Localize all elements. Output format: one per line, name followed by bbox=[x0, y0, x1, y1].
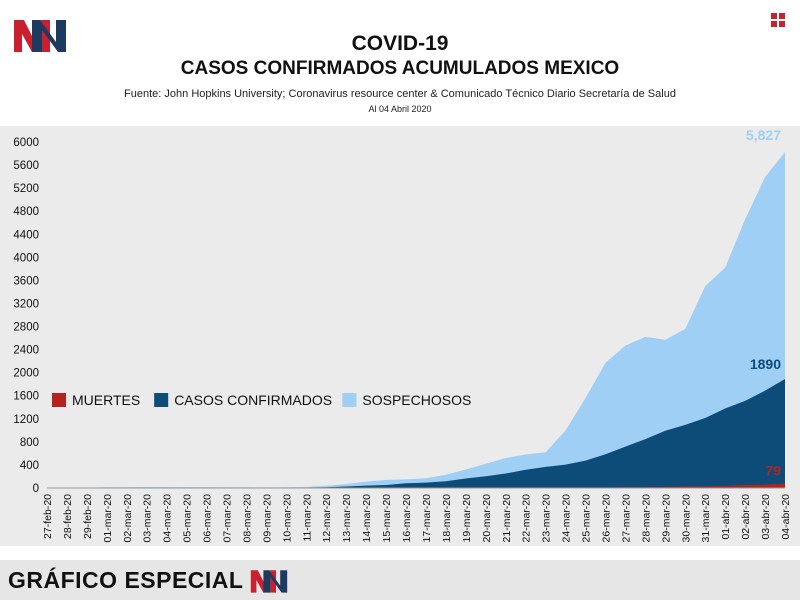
logo-mn bbox=[12, 14, 68, 54]
legend-swatch-casos-confirmados bbox=[154, 393, 169, 407]
value-label: 79 bbox=[765, 462, 781, 478]
x-tick-label: 18-mar-20 bbox=[441, 494, 453, 543]
x-tick-label: 12-mar-20 bbox=[321, 494, 333, 543]
y-tick-label: 1600 bbox=[13, 391, 39, 403]
grid-icon[interactable] bbox=[770, 12, 786, 28]
chart-area: 0 400 800 1200 1600 2000 2400 2800 3200 3600 4000 4… bbox=[0, 126, 800, 546]
chart-title: COVID-19 bbox=[351, 32, 449, 55]
area-casos-confirmados bbox=[47, 379, 785, 488]
x-tick-label: 04-mar-20 bbox=[162, 494, 174, 543]
y-tick-label: 2400 bbox=[13, 345, 39, 357]
y-tick-label: 800 bbox=[20, 437, 39, 449]
y-tick-label: 1200 bbox=[13, 414, 39, 426]
x-tick-label: 20-mar-20 bbox=[481, 494, 493, 543]
legend-label-sospechosos: SOSPECHOSOS bbox=[362, 392, 471, 408]
x-tick-label: 30-mar-20 bbox=[680, 494, 692, 543]
x-tick-label: 13-mar-20 bbox=[341, 494, 353, 543]
y-tick-label: 4400 bbox=[13, 229, 39, 241]
x-tick-label: 10-mar-20 bbox=[281, 494, 293, 543]
area-chart: 0 400 800 1200 1600 2000 2400 2800 3200 3600 4000 4… bbox=[13, 127, 792, 543]
x-tick-label: 14-mar-20 bbox=[361, 494, 373, 543]
x-tick-label: 03-abr-20 bbox=[760, 494, 772, 540]
y-tick-label: 2800 bbox=[13, 322, 39, 334]
x-tick-label: 27-mar-20 bbox=[620, 494, 632, 543]
x-tick-label: 03-mar-20 bbox=[142, 494, 154, 543]
legend-swatch-sospechosos bbox=[342, 393, 357, 407]
x-tick-label: 26-mar-20 bbox=[600, 494, 612, 543]
y-tick-label: 400 bbox=[20, 460, 39, 472]
x-tick-label: 23-mar-20 bbox=[541, 494, 553, 543]
chart-subtitle: CASOS CONFIRMADOS ACUMULADOS MEXICO bbox=[180, 58, 620, 79]
x-tick-label: 28-feb-20 bbox=[62, 494, 74, 539]
y-tick-label: 6000 bbox=[13, 137, 39, 149]
x-tick-label: 05-mar-20 bbox=[182, 494, 194, 543]
y-tick-label: 3200 bbox=[13, 298, 39, 310]
legend-swatch-muertes bbox=[52, 393, 66, 407]
x-tick-label: 27-feb-20 bbox=[42, 494, 54, 539]
area-sospechosos bbox=[47, 151, 785, 489]
value-label: 5,827 bbox=[746, 127, 781, 143]
x-tick-label: 02-abr-20 bbox=[740, 494, 752, 540]
x-tick-label: 17-mar-20 bbox=[421, 494, 433, 543]
x-tick-label: 21-mar-20 bbox=[501, 494, 513, 543]
legend-label-muertes: MUERTES bbox=[72, 392, 140, 408]
y-tick-label: 3600 bbox=[13, 275, 39, 287]
date-note: Al 04 Abril 2020 bbox=[368, 104, 432, 114]
footer-label: GRÁFICO ESPECIAL bbox=[8, 567, 244, 593]
x-tick-label: 06-mar-20 bbox=[202, 494, 214, 543]
y-tick-label: 5600 bbox=[13, 160, 39, 172]
y-tick-label: 4000 bbox=[13, 252, 39, 264]
x-tick-label: 15-mar-20 bbox=[381, 494, 393, 543]
x-tick-label: 09-mar-20 bbox=[261, 494, 273, 543]
y-tick-label: 4800 bbox=[13, 206, 39, 218]
x-tick-label: 19-mar-20 bbox=[461, 494, 473, 543]
y-tick-label: 2000 bbox=[13, 368, 39, 380]
value-label: 1890 bbox=[750, 356, 781, 372]
x-tick-label: 29-feb-20 bbox=[82, 494, 94, 539]
x-tick-label: 01-abr-20 bbox=[720, 494, 732, 540]
x-tick-label: 08-mar-20 bbox=[241, 494, 253, 543]
x-tick-label: 29-mar-20 bbox=[660, 494, 672, 543]
x-tick-label: 28-mar-20 bbox=[640, 494, 652, 543]
x-tick-label: 22-mar-20 bbox=[521, 494, 533, 543]
source-note: Fuente: John Hopkins University; Coronav… bbox=[124, 88, 676, 100]
x-tick-label: 07-mar-20 bbox=[222, 494, 234, 543]
footer-logo-mn bbox=[247, 566, 291, 594]
x-tick-label: 04-abr-20 bbox=[780, 494, 792, 540]
y-tick-label: 0 bbox=[33, 483, 39, 495]
x-tick-label: 16-mar-20 bbox=[401, 494, 413, 543]
x-tick-label: 24-mar-20 bbox=[561, 494, 573, 543]
y-tick-label: 5200 bbox=[13, 183, 39, 195]
footer-bar: GRÁFICO ESPECIAL bbox=[0, 560, 800, 600]
x-tick-label: 02-mar-20 bbox=[122, 494, 134, 543]
x-tick-label: 11-mar-20 bbox=[301, 494, 313, 542]
x-tick-label: 31-mar-20 bbox=[700, 494, 712, 543]
x-tick-label: 25-mar-20 bbox=[581, 494, 593, 543]
legend-label-casos-confirmados: CASOS CONFIRMADOS bbox=[174, 392, 332, 408]
x-tick-label: 01-mar-20 bbox=[102, 494, 114, 543]
